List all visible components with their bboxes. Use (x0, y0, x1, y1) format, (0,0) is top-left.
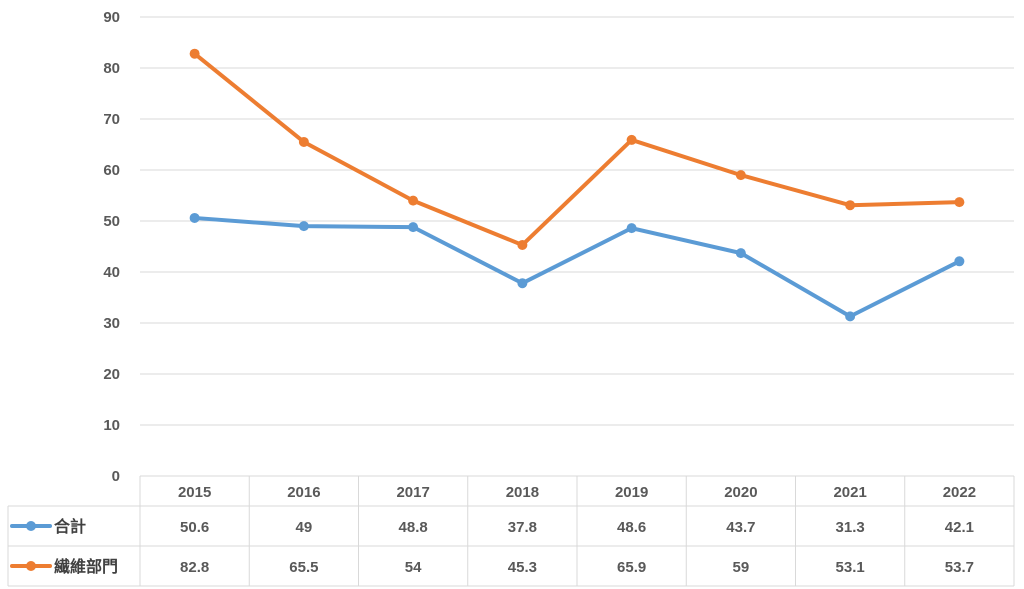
data-point (189, 48, 200, 59)
data-point (954, 256, 965, 267)
x-category-label: 2016 (287, 484, 320, 501)
x-category-label: 2015 (178, 484, 211, 501)
x-category-label: 2020 (724, 484, 757, 501)
series-line (192, 51, 962, 247)
data-point (735, 170, 746, 181)
y-tick-label: 30 (103, 315, 120, 332)
series-name-label: 繊維部門 (54, 557, 118, 576)
y-tick-label: 60 (103, 162, 120, 179)
x-category-label: 2022 (943, 484, 976, 501)
data-point (626, 134, 637, 145)
y-tick-label: 10 (103, 417, 120, 434)
series-line (192, 215, 962, 319)
series-lines (189, 48, 965, 322)
data-value-label: 54 (405, 559, 422, 576)
data-value-label: 59 (733, 559, 750, 576)
data-value-label: 37.8 (508, 519, 537, 536)
data-value-label: 48.8 (399, 519, 428, 536)
data-point (845, 200, 856, 211)
data-value-label: 53.1 (836, 559, 865, 576)
data-point (845, 311, 856, 322)
data-point (408, 222, 419, 233)
data-point (408, 195, 419, 206)
data-value-label: 45.3 (508, 559, 537, 576)
data-value-label: 49 (296, 519, 313, 536)
data-value-label: 65.9 (617, 559, 646, 576)
series-name-label: 合計 (54, 517, 86, 536)
data-point (189, 212, 200, 223)
y-tick-label: 90 (103, 9, 120, 26)
data-point (735, 248, 746, 259)
x-category-label: 2017 (396, 484, 429, 501)
data-point (954, 197, 965, 208)
data-table: 2015 2016 2017 2018 2019 2020 2021 2022 合計 50.6 49… (7, 475, 1015, 587)
y-tick-label: 80 (103, 60, 120, 77)
gridlines (140, 16, 1014, 426)
data-point (298, 221, 309, 232)
x-category-label: 2021 (833, 484, 866, 501)
legend-key-marker (26, 561, 36, 571)
data-point (298, 136, 309, 147)
legend-key-marker (26, 521, 36, 531)
data-point (626, 223, 637, 234)
data-value-label: 53.7 (945, 559, 974, 576)
y-tick-label: 20 (103, 366, 120, 383)
y-tick-label: 70 (103, 111, 120, 128)
y-tick-label: 40 (103, 264, 120, 281)
data-value-label: 65.5 (289, 559, 318, 576)
y-tick-label: 0 (112, 468, 120, 485)
data-value-label: 42.1 (945, 519, 974, 536)
x-category-label: 2018 (506, 484, 539, 501)
x-category-label: 2019 (615, 484, 648, 501)
data-value-label: 43.7 (726, 519, 755, 536)
data-value-label: 82.8 (180, 559, 209, 576)
data-point (517, 239, 528, 250)
data-point (517, 278, 528, 289)
y-tick-label: 50 (103, 213, 120, 230)
data-value-label: 31.3 (836, 519, 865, 536)
data-value-label: 48.6 (617, 519, 646, 536)
data-value-label: 50.6 (180, 519, 209, 536)
y-axis-tick-labels: 0 10 20 30 40 50 60 70 80 90 (103, 9, 120, 485)
